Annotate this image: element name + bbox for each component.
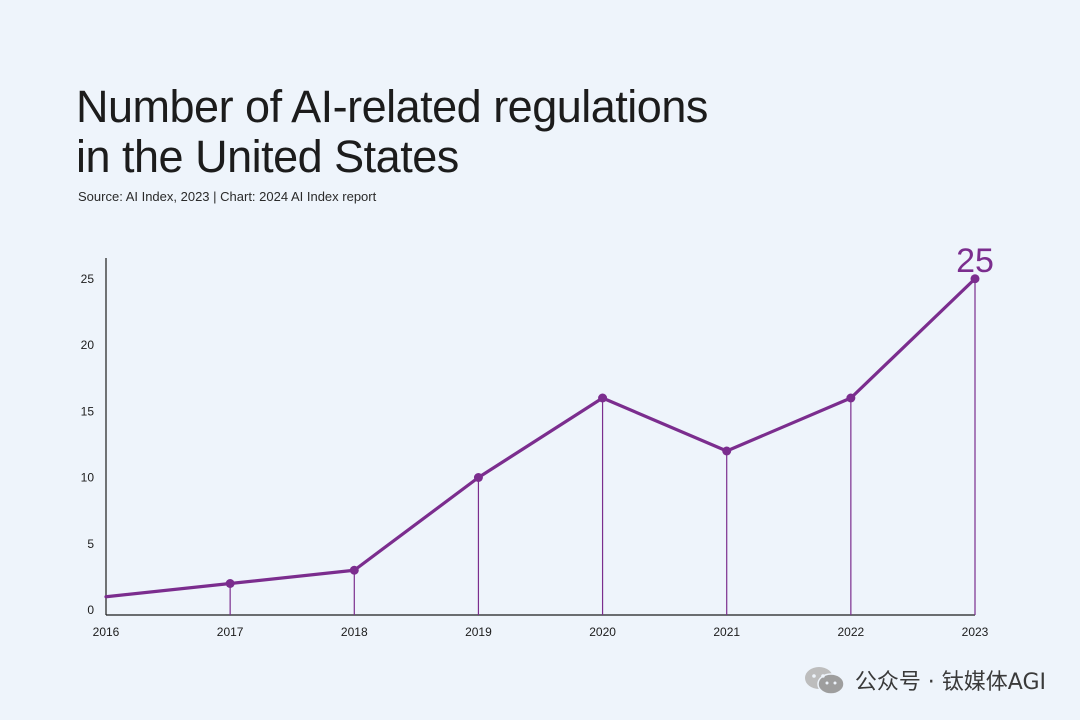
data-point bbox=[225, 579, 235, 588]
data-label: 25 bbox=[956, 242, 994, 280]
watermark-text: 公众号 · 钛媒体AGI bbox=[854, 670, 1046, 695]
watermark: 公众号 · 钛媒体AGI bbox=[803, 664, 1046, 696]
y-tick-label: 20 bbox=[81, 338, 95, 352]
series-line bbox=[104, 277, 977, 599]
x-tick-label: 2017 bbox=[217, 625, 244, 639]
x-tick-label: 2022 bbox=[838, 625, 865, 639]
chart-title-line-1: Number of AI-related regulations bbox=[76, 81, 708, 132]
x-tick-label: 2023 bbox=[962, 625, 989, 639]
x-tick-label: 2021 bbox=[713, 625, 740, 639]
x-tick-label: 2020 bbox=[589, 625, 616, 639]
y-tick-label: 5 bbox=[87, 537, 94, 551]
y-tick-label: 10 bbox=[81, 471, 95, 485]
chart-title-line-2: in the United States bbox=[76, 131, 459, 182]
x-tick-label: 2018 bbox=[341, 625, 368, 639]
data-point bbox=[598, 393, 608, 403]
data-point bbox=[473, 473, 483, 482]
data-point bbox=[349, 565, 359, 575]
chart-title: Number of AI-related regulations in the … bbox=[76, 82, 976, 182]
x-tick-label: 2016 bbox=[93, 625, 120, 639]
wechat-icon bbox=[804, 667, 845, 695]
data-point bbox=[970, 274, 980, 284]
y-tick-label: 0 bbox=[87, 603, 94, 617]
y-tick-label: 25 bbox=[81, 272, 95, 286]
x-tick-label: 2019 bbox=[465, 625, 492, 639]
chart-source: Source: AI Index, 2023 | Chart: 2024 AI … bbox=[78, 189, 377, 204]
data-point bbox=[722, 446, 732, 456]
data-point bbox=[846, 393, 856, 403]
y-tick-label: 15 bbox=[81, 404, 95, 418]
